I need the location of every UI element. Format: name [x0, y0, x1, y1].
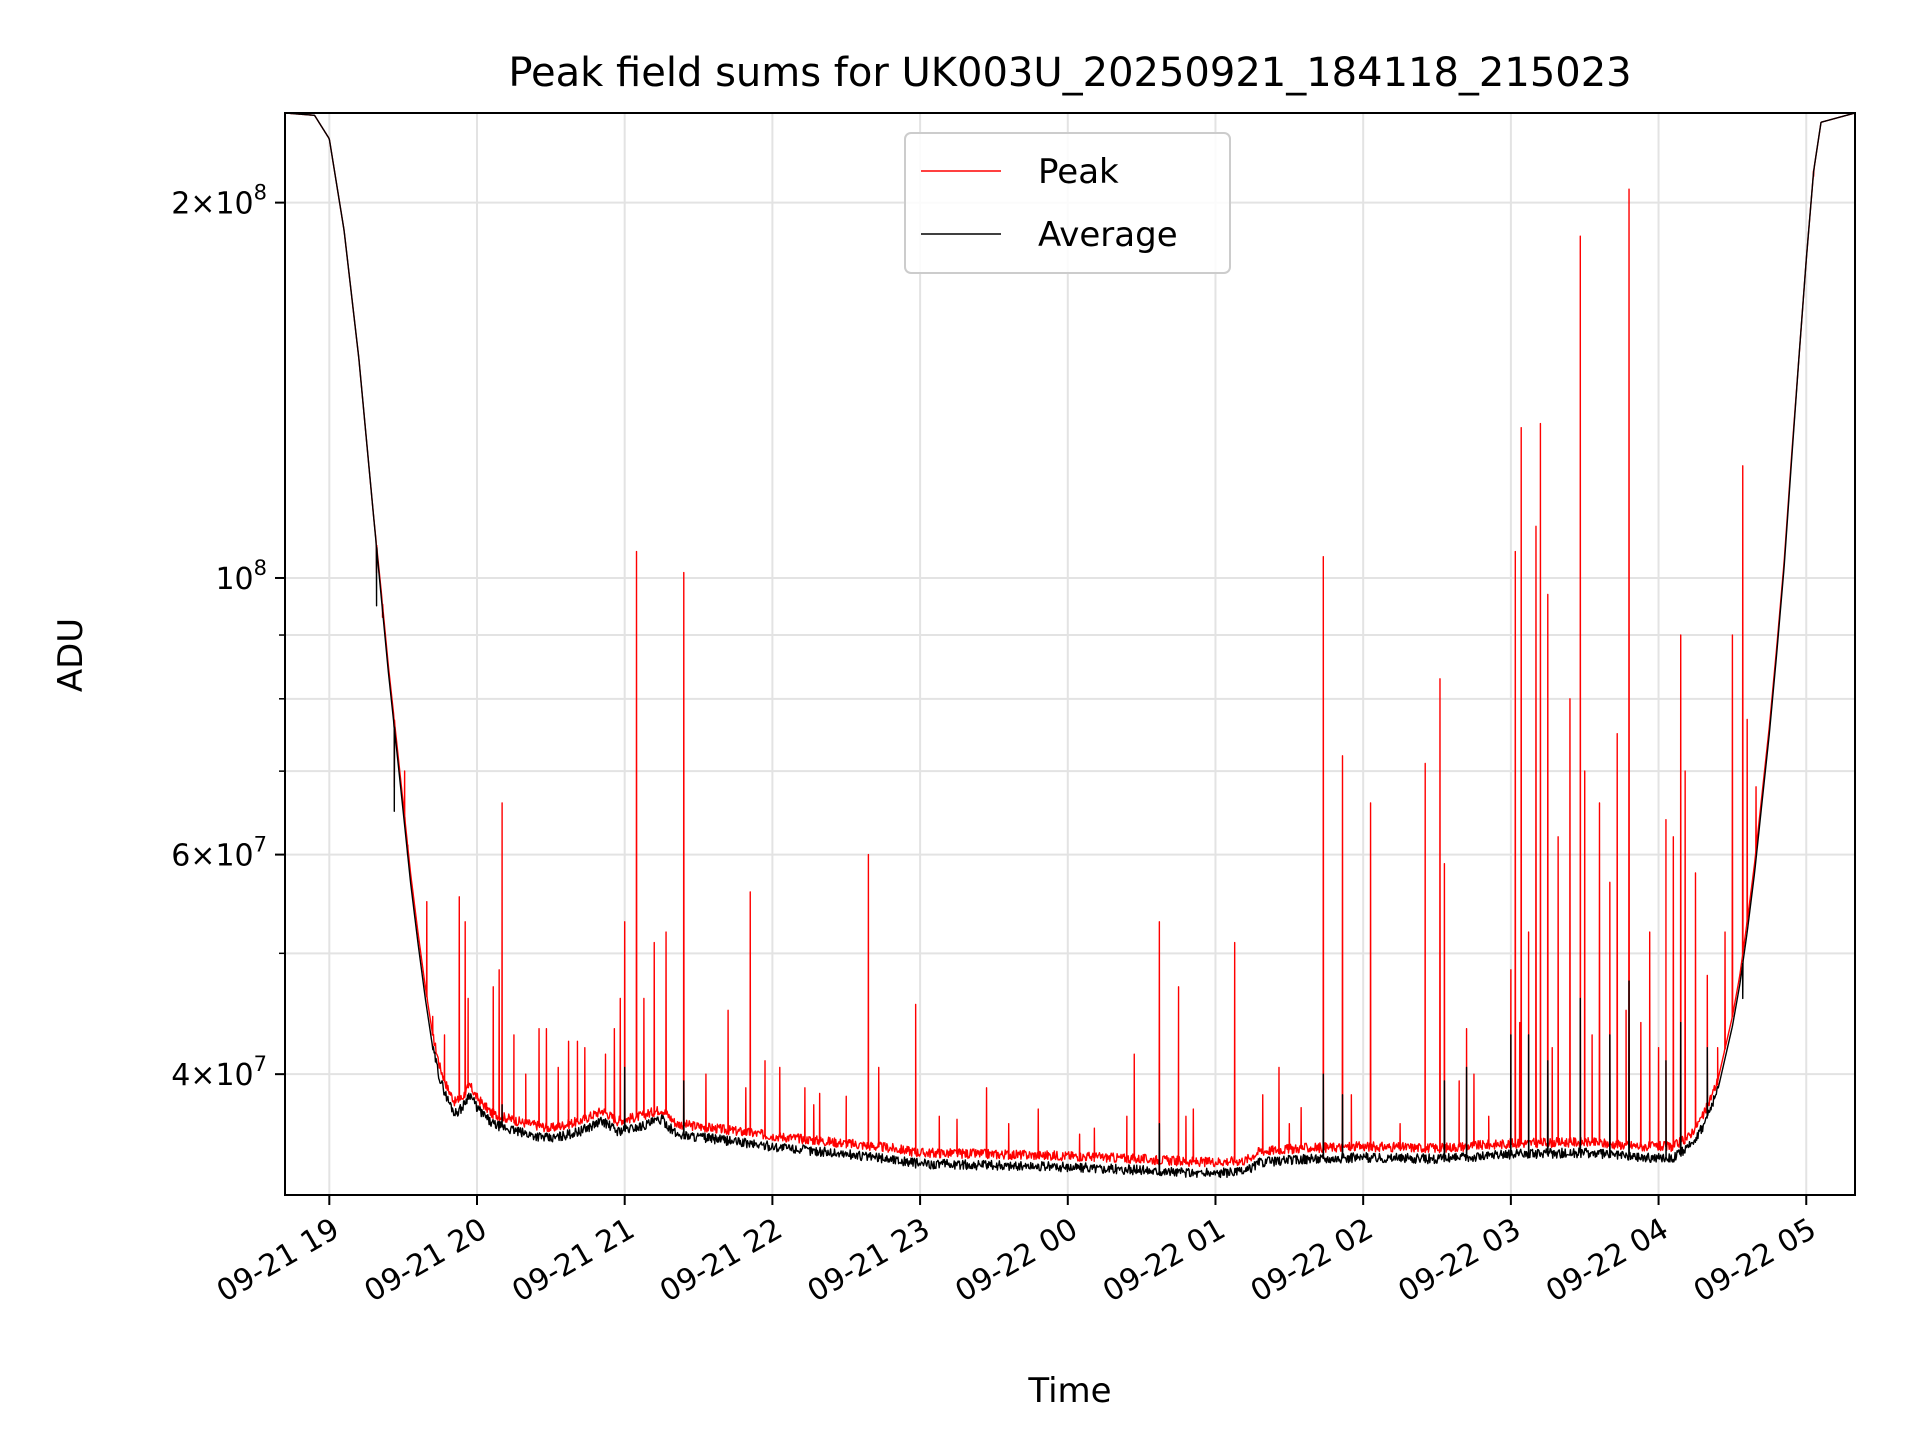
plot-area	[285, 113, 1855, 1179]
legend-label-peak: Peak	[1038, 152, 1119, 192]
legend-label-average: Average	[1038, 215, 1178, 255]
y-axis: 4×107 6×107 108 2×108	[171, 181, 285, 1093]
y-axis-label: ADU	[51, 618, 91, 692]
y-tick-label: 4×107	[171, 1052, 267, 1093]
y-tick-label: 108	[215, 556, 267, 597]
legend-box	[904, 132, 1231, 274]
y-tick-label: 2×108	[171, 181, 267, 222]
plot-frame	[284, 112, 1856, 1196]
x-axis-label: Time	[1027, 1371, 1111, 1411]
y-tick-label: 6×107	[171, 833, 267, 874]
chart-title: Peak field sums for UK003U_20250921_1841…	[508, 50, 1631, 96]
legend: Peak Average	[904, 132, 1231, 274]
series-line-peak	[285, 113, 1855, 1168]
series-line-average	[285, 113, 1855, 1179]
